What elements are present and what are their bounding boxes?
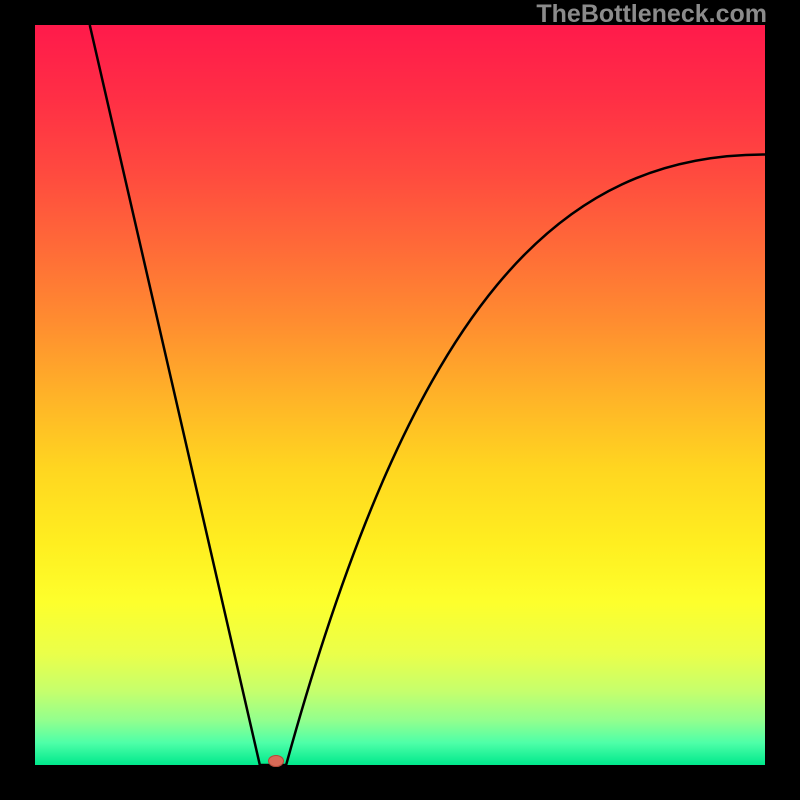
bottleneck-curve (35, 25, 765, 765)
watermark-text: TheBottleneck.com (536, 0, 767, 29)
minimum-marker (268, 755, 284, 767)
plot-area (35, 25, 765, 765)
chart-frame: TheBottleneck.com (0, 0, 800, 800)
